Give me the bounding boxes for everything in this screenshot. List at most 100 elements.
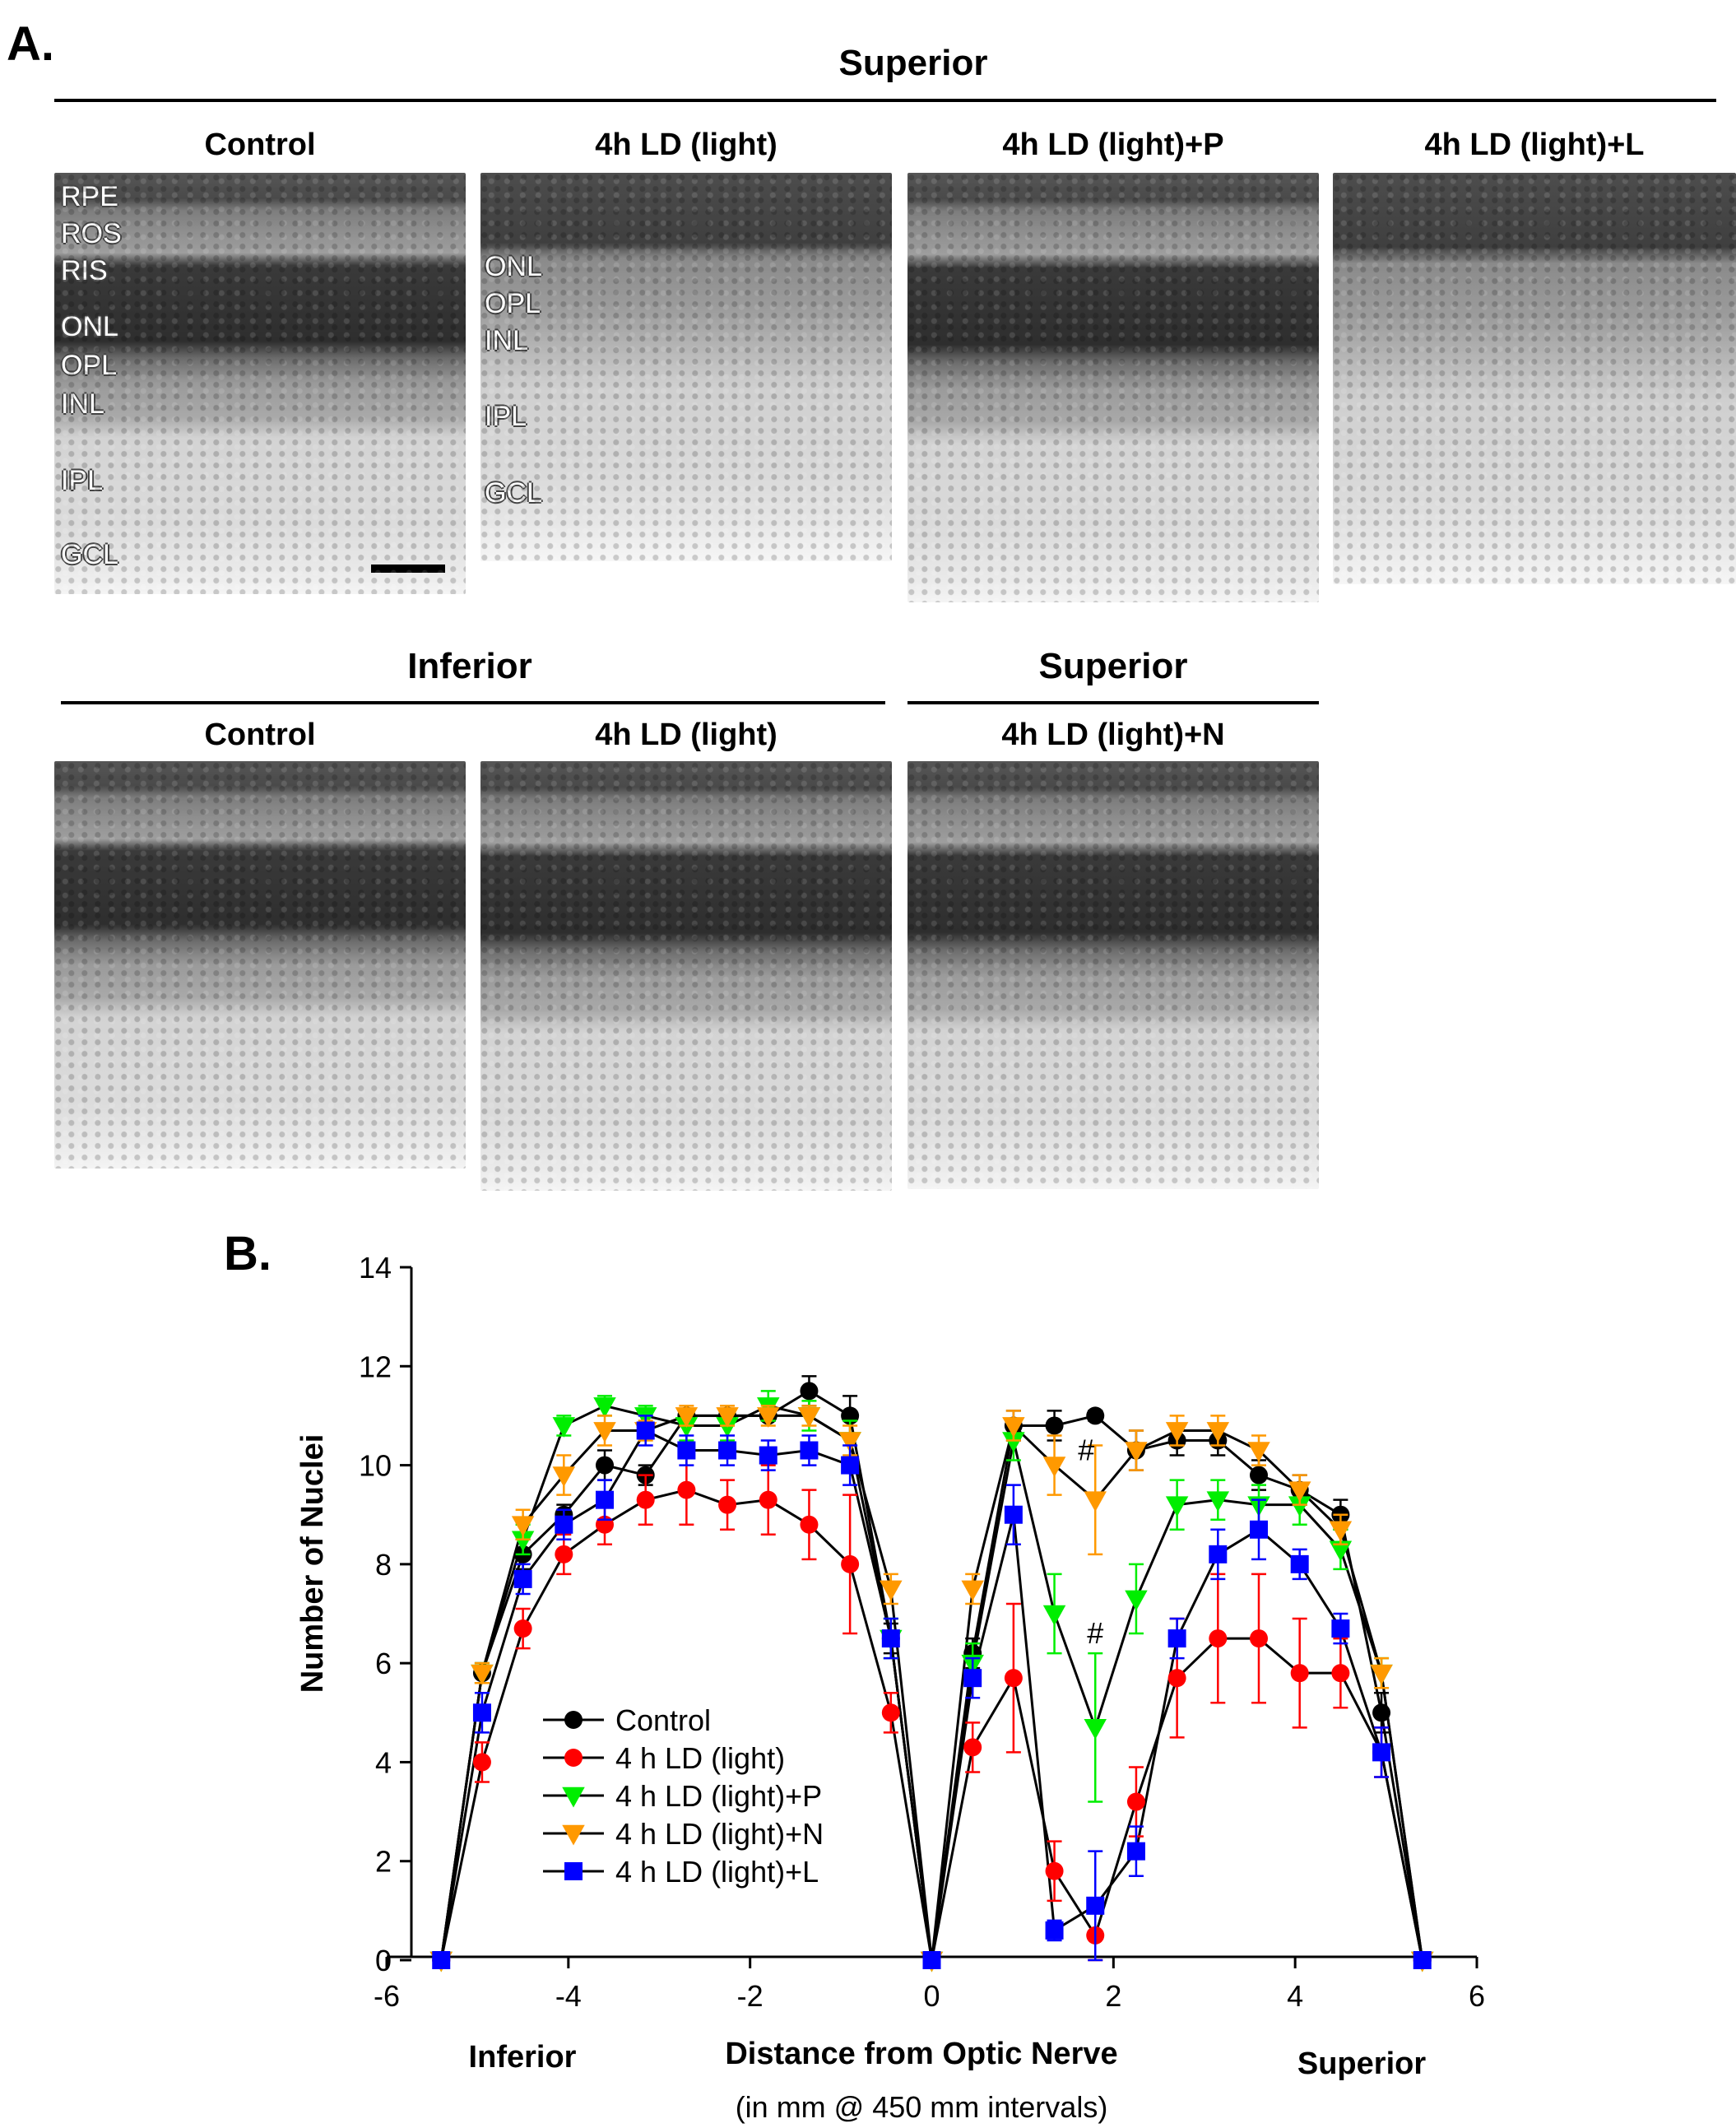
data-point-circle [800,1382,819,1401]
series-polyline [439,1429,1424,1961]
legend-entry-0: Control [543,1703,711,1737]
data-point-square [596,1490,614,1509]
data-point-square [1045,1921,1064,1940]
series-line-2 [439,1404,1424,1961]
top-image-label-ld-light-l: 4h LD (light)+L [1424,128,1645,162]
data-point-circle [1004,1669,1023,1688]
retina-micrograph-inferior-ld-light [480,761,892,1191]
data-point-square [513,1569,532,1588]
data-point-triangle [838,1432,861,1452]
y-tick-label: 0 [375,1944,392,1977]
series-polyline [439,1489,1424,1961]
data-point-triangle [1329,1540,1353,1562]
data-point-circle [564,1711,583,1729]
series-polyline [439,1389,1424,1961]
data-point-triangle [1084,1719,1107,1740]
data-point-square [1331,1619,1350,1638]
y-tick-label: 8 [375,1548,392,1582]
bottom-left-section-title: Inferior [407,646,532,686]
y-tick-label: 2 [375,1845,392,1879]
data-point-triangle [562,1824,585,1846]
x-tick-label: 0 [923,1979,940,2013]
data-point-circle [636,1490,655,1509]
y-tick-label: 12 [359,1350,392,1383]
x-tick-label: 6 [1469,1979,1485,2013]
data-point-square [677,1441,696,1460]
top-image-label-ld-light: 4h LD (light) [595,128,777,162]
retina-micrograph-superior-ld-light-l [1333,173,1736,584]
data-point-square [841,1456,860,1475]
superior-region-label: Superior [1297,2047,1426,2081]
series-polyline [439,1414,1424,1961]
bottom-right-section-rule [907,701,1319,704]
bottom-right-section-title: Superior [1038,646,1188,686]
data-point-circle [555,1545,573,1563]
top-image-label-control: Control [204,128,316,162]
bottom-image-label-ld-light: 4h LD (light) [595,718,777,752]
y-axis-label: Number of Nuclei [295,1434,330,1694]
data-point-circle [1209,1629,1228,1648]
data-point-triangle [511,1531,535,1552]
data-point-triangle [1125,1442,1148,1462]
data-point-triangle [1165,1496,1189,1517]
data-point-circle [1290,1664,1309,1683]
legend-entry-2: 4 h LD (light)+P [543,1779,822,1813]
data-point-square [922,1951,941,1969]
data-point-triangle [1165,1422,1189,1443]
data-point-triangle [880,1580,903,1601]
data-point-triangle [471,1664,494,1685]
data-point-circle [963,1738,982,1757]
data-point-square [1413,1951,1432,1969]
chart-series: ## [429,1375,1434,1972]
data-point-triangle [593,1397,616,1418]
top-section-rule [54,99,1716,102]
significance-annotation: # [1087,1616,1103,1650]
series-line-0 [439,1389,1424,1961]
series-points-1 [432,1454,1432,1969]
legend-label: 4 h LD (light)+N [615,1817,824,1851]
data-point-triangle [1042,1457,1066,1478]
data-point-triangle [1084,1491,1107,1512]
y-tick-label: 14 [359,1251,392,1285]
x-tick-label: -4 [555,1979,582,2013]
data-point-square [963,1669,982,1688]
data-point-circle [1086,1406,1105,1425]
data-point-triangle [1288,1496,1311,1517]
data-point-square [1372,1743,1391,1762]
data-point-triangle [1206,1491,1230,1512]
legend-label: 4 h LD (light)+L [615,1855,819,1889]
data-point-circle [800,1515,819,1534]
legend-entry-1: 4 h LD (light) [543,1741,785,1775]
series-points-3 [429,1405,1434,1972]
bottom-image-label-control: Control [204,718,316,752]
data-point-square [800,1441,819,1460]
data-point-circle [1126,1792,1145,1811]
data-point-circle [718,1495,737,1514]
legend-label: 4 h LD (light)+P [615,1779,822,1813]
legend-label: Control [615,1703,711,1737]
data-point-square [1004,1505,1023,1524]
series-line-4 [439,1429,1424,1961]
data-point-square [555,1515,573,1534]
data-point-circle [1250,1629,1268,1648]
data-point-square [718,1441,737,1460]
series-points-2 [429,1390,1434,1972]
data-point-circle [1250,1466,1268,1484]
top-section-title: Superior [838,43,988,83]
data-point-circle [841,1554,860,1573]
data-point-triangle [797,1407,821,1428]
panel-b-letter: B. [224,1227,272,1280]
panel-a-letter: A. [7,17,54,71]
x-tick-label: -6 [374,1979,400,2013]
data-point-square [1290,1554,1309,1573]
data-point-square [472,1703,491,1722]
series-polyline [439,1404,1424,1961]
data-point-square [432,1951,451,1969]
legend-entry-3: 4 h LD (light)+N [543,1817,824,1851]
data-point-triangle [1002,1432,1025,1452]
chart-axes: 0 2 4 6 8 10 12 14 -6 -4 -2 0 2 4 6 [359,1251,1485,2013]
data-point-triangle [1206,1422,1230,1443]
data-point-triangle [593,1422,616,1443]
data-point-triangle [1370,1664,1393,1685]
